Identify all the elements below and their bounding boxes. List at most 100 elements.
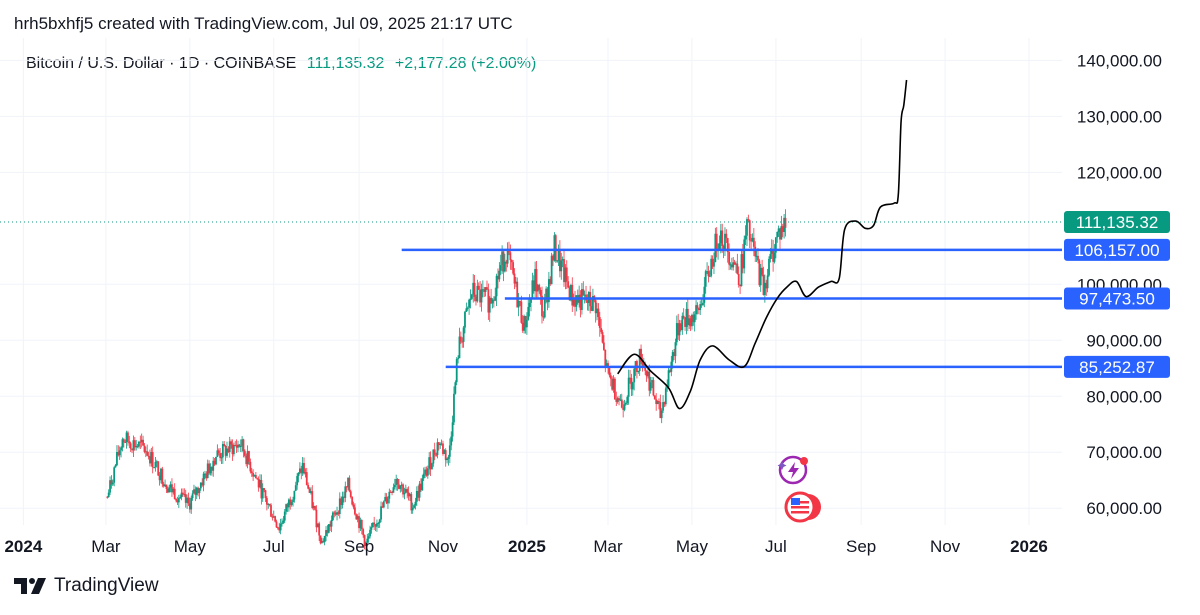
candle-up (109, 476, 111, 496)
candle-down (437, 441, 440, 451)
candle-down (622, 400, 625, 418)
horizontal-levels (401, 248, 1062, 369)
candle-up (773, 244, 776, 264)
candle-down (558, 240, 561, 278)
candle-up (633, 367, 636, 391)
candle-down (748, 219, 751, 249)
chart-attribution: hrh5bxhfj5 created with TradingView.com,… (14, 14, 513, 33)
candle-down (275, 519, 278, 528)
candle-down (700, 299, 703, 308)
candle-down (235, 439, 238, 453)
candle-up (121, 437, 124, 452)
candle-up (688, 314, 691, 330)
candle-down (142, 435, 144, 446)
candle-down (131, 448, 133, 454)
candle-up (448, 438, 451, 464)
symbol-description[interactable]: Bitcoin / U.S. Dollar · 1D · COINBASE (26, 55, 297, 72)
candle-up (344, 481, 347, 503)
time-axis[interactable]: 2024 Mar May Jul Sep Nov 2025 Mar May Jul Sep Nov 20… (4, 537, 1047, 556)
candle-up (651, 376, 653, 389)
candle-up (465, 302, 468, 313)
candle-down (238, 443, 241, 448)
level-price-badge-label: 85,252.87 (1079, 358, 1155, 377)
candle-down (265, 496, 268, 511)
brand-logo[interactable]: TradingView (14, 575, 159, 597)
candle-down (736, 253, 739, 275)
candle-up (261, 483, 264, 502)
candle-down (609, 372, 612, 387)
candle-down (473, 274, 476, 302)
candle-up (138, 440, 140, 449)
level-price-badge: 106,157.00 (1064, 238, 1170, 261)
candle-down (520, 295, 523, 324)
candle-down (340, 496, 343, 510)
candle-up (246, 445, 249, 469)
candle-up (724, 227, 726, 256)
candle-up (450, 431, 453, 451)
brand-name: TradingView (54, 575, 159, 596)
candle-down (271, 513, 274, 521)
candle-down (217, 448, 220, 456)
price-axis[interactable]: 60,000.0070,000.0080,000.0090,000.00100,… (1077, 51, 1162, 518)
candle-up (457, 355, 459, 364)
candle-up (768, 256, 770, 277)
candle-up (545, 286, 548, 304)
candle-down (655, 393, 658, 411)
candle-up (177, 494, 180, 508)
candle-up (253, 474, 256, 477)
candle-down (730, 257, 733, 271)
candle-down (630, 373, 633, 397)
candle-up (638, 348, 641, 376)
candle-down (733, 259, 736, 265)
time-tick-label: 2026 (1010, 537, 1048, 556)
candle-down (652, 377, 655, 397)
candle-down (184, 489, 187, 508)
candle-up (740, 250, 743, 287)
candle-down (601, 329, 604, 344)
candle-down (274, 515, 277, 523)
candle-up (399, 484, 402, 493)
candle-down (680, 320, 682, 332)
candle-up (168, 484, 171, 493)
candle-down (554, 233, 557, 263)
candle-up (341, 491, 344, 509)
candle-up (634, 361, 637, 376)
candle-up (215, 456, 217, 466)
last-price-badge-label: 111,135.32 (1076, 213, 1159, 232)
us-flag-icon[interactable] (784, 491, 821, 523)
candle-down (337, 510, 340, 516)
candle-up (290, 499, 293, 507)
candle-up (623, 399, 626, 412)
candle-down (689, 315, 692, 332)
price-tick-label: 80,000.00 (1086, 387, 1162, 406)
candle-down (127, 430, 129, 446)
candle-up (296, 473, 299, 490)
candle-down (739, 284, 741, 294)
candle-up (454, 380, 457, 395)
candle-down (429, 451, 432, 476)
candle-up (327, 524, 330, 534)
candle-up (195, 486, 198, 500)
lightning-icon[interactable] (777, 455, 809, 485)
candle-up (172, 487, 175, 495)
candle-down (173, 483, 176, 500)
candle-down (307, 482, 310, 490)
candle-down (227, 446, 230, 454)
projection-path (617, 79, 908, 410)
candle-down (442, 440, 444, 456)
candle-up (393, 478, 396, 490)
candle-up (186, 494, 188, 509)
candle-up (179, 494, 182, 499)
candle-up (206, 459, 209, 479)
candle-up (367, 533, 370, 543)
candle-down (391, 490, 393, 496)
candle-down (510, 259, 513, 271)
candle-up (116, 445, 118, 466)
candle-up (743, 235, 746, 274)
candle-down (183, 488, 186, 497)
time-tick-label: Jul (765, 537, 787, 556)
candle-down (230, 439, 233, 449)
candle-down (278, 522, 281, 534)
candle-up (755, 248, 758, 262)
